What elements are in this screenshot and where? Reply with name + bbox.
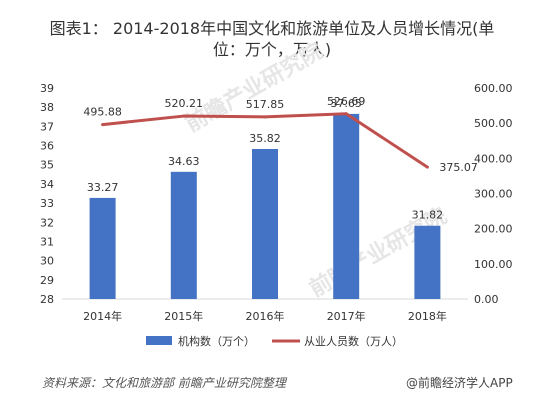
x-tick-label: 2018年 — [408, 309, 447, 323]
bar-data-label: 34.63 — [168, 155, 200, 168]
y-left-tick-label: 39 — [40, 82, 54, 95]
y-left-tick-label: 37 — [40, 120, 54, 133]
brand-credit: @前瞻经济学人APP — [406, 376, 513, 390]
y-left-tick-label: 32 — [40, 216, 54, 229]
y-left-tick-label: 34 — [40, 178, 54, 191]
line-point — [263, 115, 267, 119]
y-right-tick-label: 0.00 — [474, 293, 499, 306]
x-tick-label: 2014年 — [83, 309, 122, 323]
bar-data-label: 35.82 — [249, 132, 281, 145]
line-point — [101, 123, 105, 127]
y-left-tick-label: 38 — [40, 101, 54, 114]
y-right-tick-label: 400.00 — [474, 152, 513, 165]
x-tick-label: 2017年 — [327, 309, 366, 323]
y-left-tick-label: 31 — [40, 235, 54, 248]
y-right-tick-label: 100.00 — [474, 258, 513, 271]
y-left-tick-label: 36 — [40, 140, 54, 153]
bar — [252, 148, 278, 299]
line-point — [425, 165, 429, 169]
legend-label-bar: 机构数（万个） — [178, 334, 255, 348]
bar-data-label: 31.82 — [412, 209, 444, 222]
line-data-label: 520.21 — [165, 97, 204, 110]
bar — [414, 225, 441, 299]
y-right-tick-label: 600.00 — [474, 82, 513, 95]
legend-label-line: 从业人员数（万人） — [304, 335, 403, 348]
y-left-tick-label: 35 — [40, 159, 54, 172]
line-point — [344, 112, 348, 116]
source-note: 资料来源：文化和旅游部 前瞻产业研究院整理 — [42, 376, 286, 390]
chart-title: 图表1： 2014-2018年中国文化和旅游单位及人员增长情况(单 位：万个，万… — [0, 18, 544, 60]
bar-data-label: 37.65 — [330, 97, 362, 110]
line-data-label: 375.07 — [439, 161, 478, 174]
bar-data-label: 33.27 — [87, 181, 119, 194]
line-data-label: 517.85 — [246, 98, 285, 111]
y-right-tick-label: 300.00 — [474, 188, 513, 201]
chart-title-line-1: 图表1： 2014-2018年中国文化和旅游单位及人员增长情况(单 — [49, 19, 495, 38]
bar — [333, 113, 360, 300]
bar — [170, 171, 197, 299]
line-data-label: 495.88 — [83, 106, 122, 119]
y-left-tick-label: 33 — [40, 197, 54, 210]
legend-swatch-bar — [146, 336, 172, 345]
y-right-tick-label: 200.00 — [474, 223, 513, 236]
bar — [89, 197, 116, 299]
x-tick-label: 2015年 — [164, 309, 203, 323]
y-left-tick-label: 29 — [40, 274, 54, 287]
chart-title-line-2: 位：万个，万人) — [212, 40, 332, 59]
line-data-label: 526.69 — [327, 95, 366, 108]
line-point — [182, 114, 186, 118]
x-tick-label: 2016年 — [246, 309, 285, 323]
y-left-tick-label: 30 — [40, 255, 54, 268]
y-right-tick-label: 500.00 — [474, 117, 513, 130]
y-left-tick-label: 28 — [40, 293, 54, 306]
